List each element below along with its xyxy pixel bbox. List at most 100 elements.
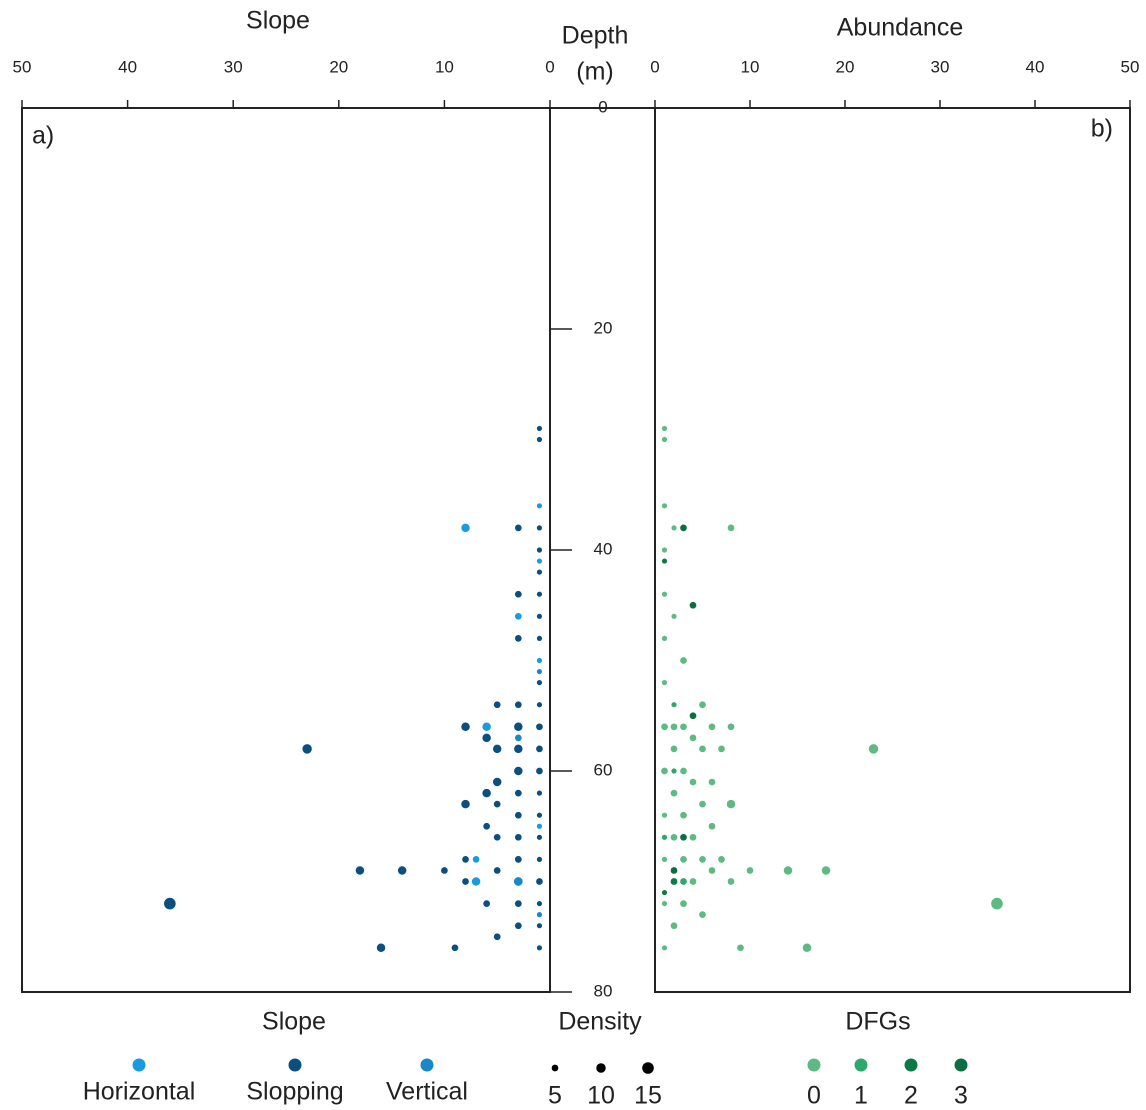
- point: [536, 745, 543, 753]
- y-axis-label: Depth: [562, 22, 629, 50]
- x-tick-label: 0: [545, 57, 554, 76]
- legend-label: Vertical: [386, 1078, 468, 1106]
- chart-title: Slope: [246, 7, 310, 35]
- point: [451, 944, 459, 952]
- point: [661, 812, 668, 818]
- point: [680, 878, 687, 885]
- point: [680, 767, 687, 775]
- point: [680, 833, 687, 841]
- point: [718, 856, 725, 863]
- point: [670, 833, 678, 841]
- size-legend-marker: [551, 1064, 559, 1072]
- point: [514, 744, 523, 754]
- point: [661, 558, 668, 564]
- point: [536, 790, 543, 796]
- legend-label: 0: [807, 1082, 821, 1110]
- x-tick-label: 10: [741, 57, 760, 76]
- point: [708, 822, 716, 830]
- point: [661, 436, 668, 443]
- point: [302, 744, 312, 754]
- point: [514, 734, 522, 742]
- point: [699, 856, 706, 863]
- point: [482, 733, 491, 743]
- point: [536, 558, 543, 564]
- point: [708, 867, 716, 874]
- point: [670, 745, 678, 753]
- point: [670, 922, 678, 930]
- x-tick-label: 30: [224, 57, 243, 76]
- point: [536, 503, 543, 509]
- y-tick-label: 60: [594, 760, 613, 779]
- legend-marker: [954, 1058, 968, 1072]
- point: [514, 524, 522, 532]
- point: [670, 789, 678, 797]
- point: [482, 788, 491, 798]
- point: [536, 657, 543, 664]
- point: [718, 745, 725, 753]
- x-tick-label: 20: [329, 57, 348, 76]
- point: [376, 943, 386, 953]
- point: [514, 789, 522, 797]
- legend-label: 3: [954, 1082, 968, 1110]
- point: [708, 723, 716, 731]
- x-tick-label: 50: [13, 57, 32, 76]
- point: [727, 524, 735, 532]
- point: [661, 635, 668, 641]
- point: [493, 701, 501, 709]
- y-tick-label: 20: [594, 318, 613, 337]
- legend-title: Slope: [262, 1008, 326, 1036]
- point: [514, 833, 522, 841]
- legend-label: 1: [854, 1082, 868, 1110]
- point: [699, 911, 706, 919]
- size-legend-label: 5: [548, 1082, 562, 1110]
- point: [536, 569, 543, 575]
- point: [680, 723, 687, 731]
- point: [514, 635, 522, 642]
- point: [821, 866, 831, 875]
- legend-label: 2: [904, 1082, 918, 1110]
- point: [661, 834, 668, 840]
- point: [536, 767, 543, 775]
- point: [493, 933, 501, 941]
- point: [397, 866, 407, 875]
- y-axis-unit: (m): [576, 58, 613, 86]
- point: [661, 723, 668, 731]
- point: [472, 856, 480, 863]
- point: [536, 425, 543, 432]
- point: [461, 523, 470, 533]
- point: [661, 591, 668, 597]
- point: [661, 547, 668, 553]
- point: [536, 823, 543, 829]
- point: [514, 922, 522, 930]
- point: [680, 657, 687, 664]
- legend-title: DFGs: [845, 1008, 910, 1036]
- legend-marker: [807, 1058, 821, 1072]
- point: [514, 722, 523, 732]
- point: [708, 778, 716, 786]
- point: [670, 723, 678, 731]
- point: [661, 889, 668, 896]
- point: [802, 943, 812, 953]
- x-tick-label: 40: [1026, 57, 1045, 76]
- point: [536, 945, 543, 951]
- legend-marker: [904, 1058, 918, 1072]
- point: [536, 878, 543, 885]
- point: [493, 867, 501, 874]
- point: [536, 912, 543, 918]
- point: [536, 856, 543, 862]
- point: [661, 945, 668, 951]
- point: [746, 867, 754, 874]
- x-tick-label: 50: [1121, 57, 1140, 76]
- point: [471, 877, 481, 886]
- point: [680, 900, 687, 907]
- point: [727, 878, 735, 885]
- point: [514, 612, 522, 620]
- point: [699, 800, 706, 808]
- size-legend-label: 15: [634, 1082, 662, 1110]
- point: [514, 811, 522, 819]
- point: [492, 777, 502, 787]
- x-tick-label: 0: [650, 57, 659, 76]
- point: [483, 822, 490, 830]
- point: [536, 723, 543, 731]
